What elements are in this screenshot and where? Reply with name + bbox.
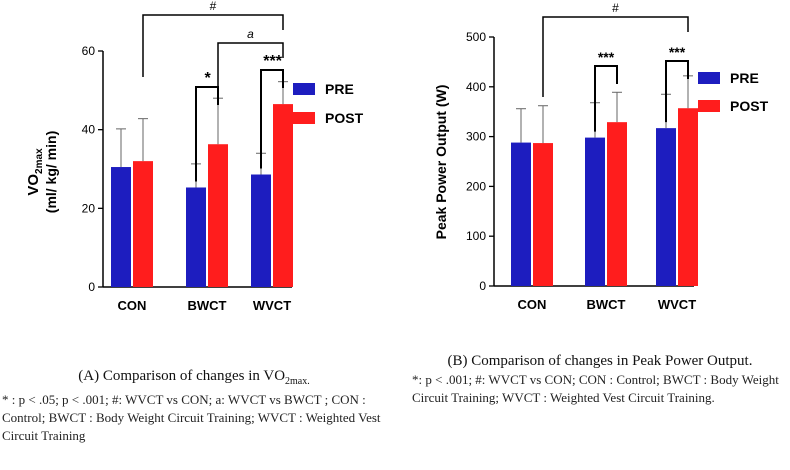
panel-a-within-bracket [260, 69, 284, 169]
panel-b-ytick-label: 500 [466, 30, 486, 44]
caption-b: (B) Comparison of changes in Peak Power … [412, 352, 788, 407]
panel-b-legend-swatch-pre [698, 72, 720, 84]
panel-a-ytick-label: 20 [82, 201, 96, 215]
panel-a-between-bracket [142, 14, 284, 77]
panel-b-bar-post-bwct [607, 122, 627, 287]
panel-b-bar-pre-wvct [656, 128, 676, 286]
panel-b-y-axis-label: Peak Power Output (W) [433, 85, 449, 240]
panel-a-within-bracket [195, 86, 219, 182]
caption-a-title: (A) Comparison of changes in VO2max. [78, 368, 310, 387]
panel-a-bar-post-wvct [273, 104, 293, 287]
caption-a: (A) Comparison of changes in VO2max. * :… [2, 367, 386, 445]
panel-a-legend-swatch-pre [293, 83, 315, 95]
caption-a-note: * : p < .05; p < .001; #: WVCT vs CON; a… [2, 392, 381, 443]
caption-b-title: (B) Comparison of changes in Peak Power … [447, 353, 753, 369]
panel-b-legend-label-post: POST [730, 98, 769, 114]
panel-a-within-sig-label: * [204, 70, 211, 87]
panel-b-bar-post-con [533, 143, 553, 286]
panel-a-xtick-bwct: BWCT [188, 298, 227, 313]
panel-a-legend-label-post: POST [325, 110, 364, 126]
panel-b-between-sig-label: # [612, 1, 619, 15]
panel-a-xtick-con: CON [118, 298, 147, 313]
panel-a-legend-swatch-post [293, 112, 315, 124]
panel-b-within-sig-label: *** [598, 49, 615, 65]
panel-a-within-sig-label: *** [263, 53, 282, 70]
panel-b-legend-swatch-post [698, 100, 720, 112]
panel-b-ylabel: Peak Power Output (W) [433, 85, 449, 240]
panel-a-bar-post-bwct [208, 144, 228, 287]
panel-b-xtick-bwct: BWCT [587, 297, 626, 312]
panel-a-ytick-label: 60 [82, 44, 96, 58]
panel-a-ylabel-units: (ml/ kg/ min) [43, 131, 59, 213]
panel-b-within-bracket [665, 60, 689, 123]
panel-a-bar-post-con [133, 161, 153, 287]
panel-a-bar-pre-wvct [251, 174, 271, 287]
panel-a-ylabel-sub: 2max [34, 148, 45, 174]
panel-b-peak-power-chart: Peak Power Output (W) 0 100 200 300 400 500 CO… [433, 1, 769, 312]
panel-b-ytick-label: 400 [466, 80, 486, 94]
panel-b-ytick-label: 0 [479, 279, 486, 293]
panel-a-y-axis-label: VO2max (ml/ kg/ min) [25, 131, 59, 213]
panel-a-bar-pre-bwct [186, 187, 206, 287]
panel-b-xtick-con: CON [518, 297, 547, 312]
panel-a-ytick-label: 40 [82, 123, 96, 137]
panel-a-ylabel-main: VO [25, 174, 42, 196]
caption-b-note: *: p < .001; #: WVCT vs CON; CON : Contr… [412, 372, 779, 405]
panel-b-within-bracket [594, 65, 618, 132]
panel-b-within-sig-label: *** [669, 44, 686, 60]
panel-b-bar-pre-bwct [585, 137, 605, 286]
panel-b-xtick-wvct: WVCT [658, 297, 696, 312]
panel-a-legend-label-pre: PRE [325, 81, 354, 97]
panel-a-vo2max-chart: VO2max (ml/ kg/ min) 0 20 40 60 CON BWCT WVCT P… [25, 0, 364, 313]
panel-b-bar-pre-con [511, 142, 531, 286]
panel-b-ytick-label: 200 [466, 179, 486, 193]
panel-a-between-sig-label: a [247, 27, 254, 41]
panel-a-between-bracket [217, 42, 284, 95]
panel-a-bar-pre-con [111, 167, 131, 287]
panel-b-legend-label-pre: PRE [730, 70, 759, 86]
panel-a-ytick-label: 0 [88, 280, 95, 294]
panel-a-xtick-wvct: WVCT [253, 298, 291, 313]
panel-b-ytick-label: 100 [466, 229, 486, 243]
panel-b-between-bracket [542, 16, 689, 97]
svg-text:VO2max: VO2max [25, 148, 45, 196]
panel-a-between-sig-label: # [210, 0, 217, 13]
panel-b-bar-post-wvct [678, 108, 698, 287]
panel-b-ytick-label: 300 [466, 130, 486, 144]
